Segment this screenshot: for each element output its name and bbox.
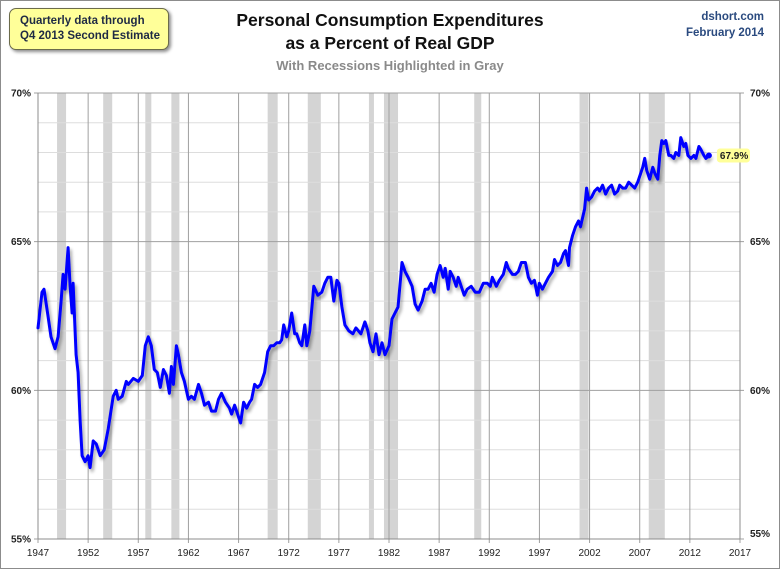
x-tick-label: 1967 [227, 548, 250, 559]
x-tick-label: 2017 [729, 548, 752, 559]
recession-band [307, 93, 321, 539]
series-line-pce [36, 136, 711, 470]
x-tick-label: 2007 [629, 548, 652, 559]
recession-band [579, 93, 589, 539]
y-tick-label-left: 55% [11, 535, 31, 546]
source-block: dshort.com February 2014 [686, 9, 764, 41]
x-tick-label: 1987 [428, 548, 451, 559]
recession-band [171, 93, 180, 539]
recession-band [648, 93, 665, 539]
x-tick-label: 1952 [77, 548, 100, 559]
y-tick-label-right: 70% [750, 89, 770, 100]
y-tick-label-left: 60% [11, 386, 31, 397]
chart-title-line-2: as a Percent of Real GDP [285, 33, 495, 53]
x-tick-label: 1982 [378, 548, 401, 559]
recession-band [103, 93, 113, 539]
note-line-1: Quarterly data through [20, 15, 145, 27]
y-tick-label-left: 70% [11, 89, 31, 100]
x-tick-label: 1997 [528, 548, 551, 559]
series-layer [36, 136, 712, 470]
recession-band [145, 93, 152, 539]
y-tick-label-right: 55% [750, 529, 770, 540]
x-tick-label: 1962 [177, 548, 200, 559]
x-tick-label: 2012 [679, 548, 702, 559]
x-tick-label: 1972 [278, 548, 301, 559]
recession-band [383, 93, 399, 539]
y-tick-label-right: 65% [750, 237, 770, 248]
chart-subtitle: With Recessions Highlighted in Gray [276, 58, 504, 73]
recession-band [368, 93, 374, 539]
series-end-point [705, 152, 712, 159]
y-tick-label-left: 65% [11, 237, 31, 248]
recession-band [267, 93, 278, 539]
source-date: February 2014 [686, 27, 764, 39]
end-value-label: 67.9% [720, 151, 748, 162]
x-tick-label: 1957 [127, 548, 150, 559]
recession-bands [57, 93, 665, 539]
chart-title-line-1: Personal Consumption Expenditures [236, 10, 544, 30]
x-tick-label: 2002 [578, 548, 601, 559]
recession-band [57, 93, 67, 539]
recession-band [474, 93, 482, 539]
source-site: dshort.com [701, 11, 764, 23]
end-value-label-bg [716, 148, 750, 163]
x-tick-label: 1977 [328, 548, 351, 559]
note-line-2: Q4 2013 Second Estimate [20, 30, 160, 42]
axes: 55% 55% 60% 60% 65% 65% 70% 70% 1947 1952 1957 1962… [11, 89, 770, 560]
y-tick-label-right: 60% [750, 386, 770, 397]
x-tick-label: 1992 [478, 548, 501, 559]
labels-layer: 67.9% [716, 148, 750, 163]
grid [34, 92, 744, 543]
x-tick-label: 1947 [27, 548, 50, 559]
data-note-box: Quarterly data through Q4 2013 Second Es… [9, 8, 169, 50]
